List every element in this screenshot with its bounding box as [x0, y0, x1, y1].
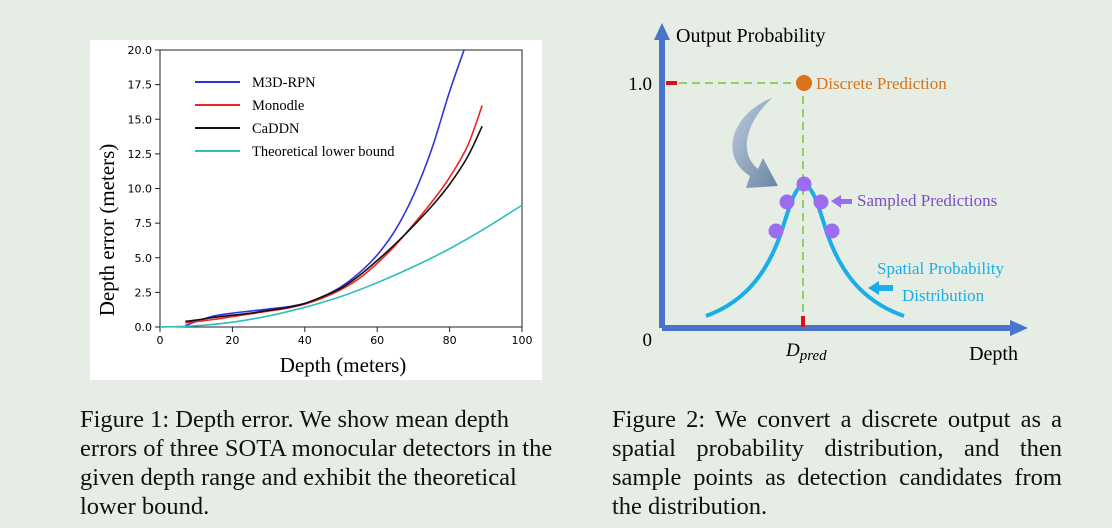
- series-line-m3d-rpn: [185, 49, 465, 327]
- y-tick-one: 1.0: [628, 74, 652, 95]
- discrete-prediction-label: Discrete Prediction: [816, 74, 947, 93]
- x-tick-label: 40: [298, 334, 312, 347]
- y-tick-label: 15.0: [128, 113, 153, 126]
- sampled-arrow-icon: [831, 195, 852, 208]
- spatial-label-line1: Spatial Probability: [877, 259, 1005, 278]
- series-line-theoretical-lower-bound: [159, 204, 523, 328]
- y-tick-label: 5.0: [135, 252, 153, 265]
- plot-frame: [159, 49, 523, 328]
- sampled-point: [824, 223, 840, 239]
- depth-error-chart: 0 20 40 60 80 100 0.0 2.5 5.0 7.5 10.0 12.5 15.0 17.…: [90, 40, 542, 380]
- sampled-predictions-label: Sampled Predictions: [857, 191, 997, 210]
- sampled-point: [796, 176, 812, 192]
- y-tick-label: 7.5: [135, 217, 153, 230]
- x-axis-label: Depth (meters): [280, 353, 407, 377]
- d-pred-main: D: [785, 340, 800, 361]
- figure2-caption: Figure 2: We convert a discrete output a…: [612, 406, 1062, 520]
- y-tick-label: 0.0: [135, 321, 153, 334]
- y-ticks: 0.0 2.5 5.0 7.5 10.0 12.5 15.0 17.5 20.0: [128, 44, 160, 334]
- x-axis-arrowhead: [1010, 320, 1028, 336]
- y-axis-arrowhead: [654, 23, 670, 40]
- probability-diagram: Output Probability Depth 1.0 0 Discrete …: [600, 18, 1060, 378]
- depth-error-chart-svg: 0 20 40 60 80 100 0.0 2.5 5.0 7.5 10.0 12.5 15.0 17.…: [95, 44, 533, 377]
- legend-label-monodle: Monodle: [252, 98, 304, 114]
- x-tick-label: 0: [157, 334, 164, 347]
- chart-axes: [159, 49, 523, 328]
- series-line-monodle: [185, 105, 483, 324]
- y-tick-label: 17.5: [128, 79, 153, 92]
- discrete-prediction-point: [796, 75, 812, 91]
- x-ticks: 0 20 40 60 80 100: [157, 327, 533, 347]
- origin-label: 0: [643, 330, 653, 351]
- y-tick-label: 10.0: [128, 183, 153, 196]
- spatial-label-line2: Distribution: [902, 286, 985, 305]
- x-tick-label: 80: [443, 334, 457, 347]
- y-axis-title: Output Probability: [676, 25, 825, 47]
- sampled-point: [813, 194, 829, 210]
- d-pred-sub: pred: [799, 348, 827, 364]
- y-tick-label: 20.0: [128, 44, 153, 57]
- x-tick-label: 100: [512, 334, 533, 347]
- x-tick-label: 20: [225, 334, 239, 347]
- spatial-arrow-icon: [868, 281, 893, 295]
- x-tick-label: 60: [370, 334, 384, 347]
- x-axis-title: Depth: [969, 343, 1018, 365]
- d-pred-label: Dpred: [785, 340, 827, 364]
- y-axis-label: Depth error (meters): [95, 144, 119, 317]
- legend-label-theoretical-lower-bound: Theoretical lower bound: [252, 144, 395, 160]
- sampled-point: [768, 223, 784, 239]
- conversion-arrow: [732, 98, 778, 188]
- figure1-caption: Figure 1: Depth error. We show mean dept…: [80, 406, 553, 520]
- series-lines: [159, 49, 523, 328]
- probability-diagram-svg: Output Probability Depth 1.0 0 Discrete …: [628, 23, 1028, 365]
- y-tick-label: 12.5: [128, 148, 153, 161]
- legend-label-m3d-rpn: M3D-RPN: [252, 75, 316, 91]
- legend: M3D-RPN Monodle CaDDN Theoretical lower bou…: [195, 75, 395, 160]
- sampled-point: [779, 194, 795, 210]
- y-tick-label: 2.5: [135, 286, 153, 299]
- series-line-caddn: [185, 125, 483, 323]
- legend-label-caddn: CaDDN: [252, 121, 300, 137]
